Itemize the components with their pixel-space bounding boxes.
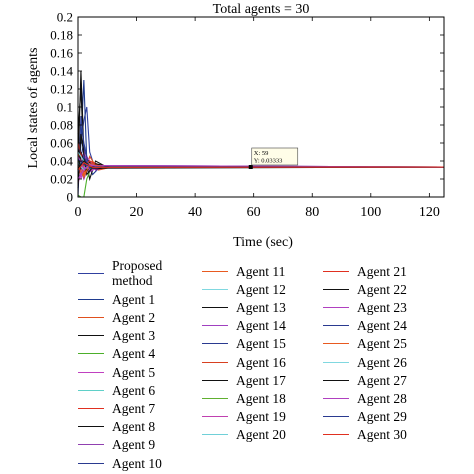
y-axis-label: Local states of agents bbox=[26, 48, 41, 169]
y-tick-label: 0.12 bbox=[50, 82, 73, 97]
y-tick-label: 0.1 bbox=[57, 100, 73, 115]
y-tick-label: 0.2 bbox=[57, 10, 73, 25]
datatip-x-text: X: 59 bbox=[254, 150, 269, 157]
plot-background bbox=[78, 17, 444, 197]
y-tick-label: 0.04 bbox=[50, 154, 73, 169]
x-tick-label: 20 bbox=[130, 205, 144, 220]
datatip-y-text: Y: 0.03333 bbox=[254, 158, 283, 165]
x-tick-label: 0 bbox=[75, 205, 82, 220]
x-axis-label: Time (sec) bbox=[233, 235, 293, 250]
x-tick-label: 40 bbox=[188, 205, 202, 220]
y-tick-label: 0 bbox=[67, 190, 74, 205]
y-tick-label: 0.06 bbox=[50, 136, 73, 151]
x-tick-label: 80 bbox=[305, 205, 319, 220]
x-tick-label: 60 bbox=[247, 205, 261, 220]
x-tick-label: 100 bbox=[360, 205, 381, 220]
chart-title: Total agents = 30 bbox=[213, 2, 310, 17]
x-tick-label: 120 bbox=[419, 205, 440, 220]
y-tick-label: 0.08 bbox=[50, 118, 73, 133]
y-tick-label: 0.18 bbox=[50, 28, 73, 43]
y-tick-label: 0.16 bbox=[50, 46, 73, 61]
y-tick-label: 0.02 bbox=[50, 172, 73, 187]
datatip-box bbox=[251, 147, 299, 166]
datatip-marker bbox=[248, 165, 253, 170]
y-tick-label: 0.14 bbox=[50, 64, 73, 79]
series-line-31 bbox=[77, 162, 445, 171]
plot-area: 0 20 40 60 80 100 120 0 0.02 0.04 0.06 0.08 0.1 0.12 0… bbox=[50, 10, 445, 220]
